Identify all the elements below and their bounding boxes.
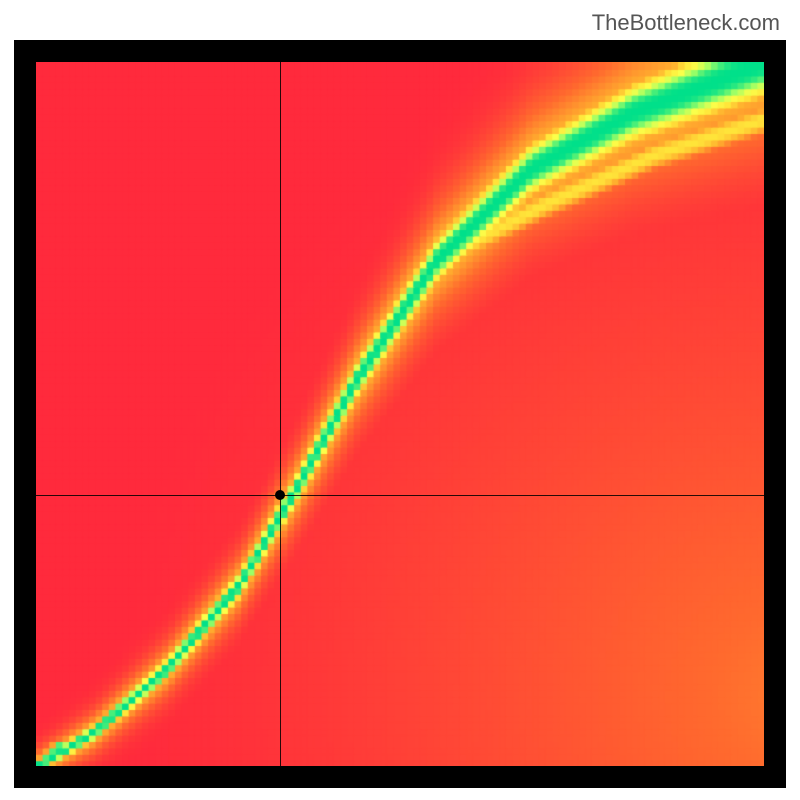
chart-area	[14, 40, 786, 788]
crosshair-marker	[275, 490, 285, 500]
heatmap-canvas	[36, 62, 764, 766]
watermark-text: TheBottleneck.com	[592, 10, 780, 36]
crosshair-vertical	[280, 40, 281, 788]
figure-container: TheBottleneck.com	[0, 0, 800, 800]
crosshair-horizontal	[14, 495, 786, 496]
